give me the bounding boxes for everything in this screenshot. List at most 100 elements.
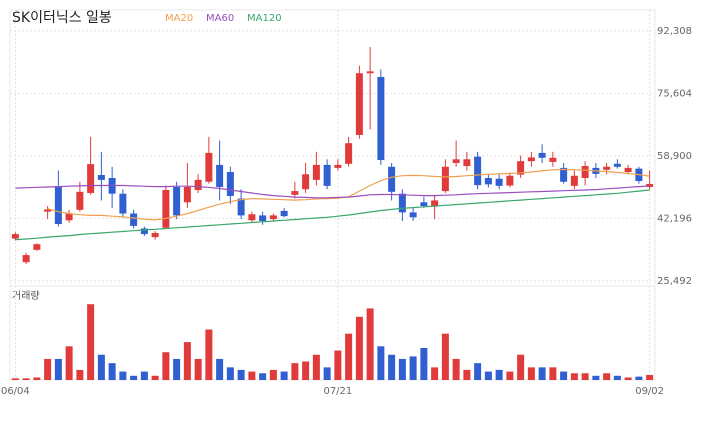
volume-bar bbox=[538, 367, 546, 380]
candle-body bbox=[280, 210, 288, 217]
y-tick-label: 25,492 bbox=[657, 276, 692, 287]
legend-entry: MA120 bbox=[247, 13, 282, 24]
legend-entry: MA20 bbox=[165, 13, 193, 24]
volume-bar bbox=[33, 377, 41, 380]
y-tick-label: 42,196 bbox=[657, 213, 692, 224]
candle-body bbox=[140, 228, 148, 235]
volume-bar bbox=[173, 358, 181, 380]
volume-bar bbox=[463, 369, 471, 380]
legend-entry: MA60 bbox=[206, 13, 234, 24]
volume-bar bbox=[506, 371, 514, 380]
volume-bar bbox=[452, 358, 460, 380]
volume-bar bbox=[194, 358, 202, 380]
volume-bar bbox=[119, 371, 127, 380]
volume-bar bbox=[302, 361, 310, 380]
candle-body bbox=[44, 209, 52, 212]
ma-line bbox=[47, 168, 650, 221]
candle-body bbox=[431, 200, 439, 207]
candle-body bbox=[409, 212, 417, 218]
candle-body bbox=[183, 186, 191, 203]
candle-body bbox=[11, 234, 19, 239]
volume-bar bbox=[527, 367, 535, 380]
candle-body bbox=[624, 167, 632, 173]
candle-body bbox=[33, 244, 41, 250]
candle-body bbox=[613, 163, 621, 167]
candle-body bbox=[22, 255, 30, 263]
volume-bar bbox=[291, 363, 299, 380]
candle-body bbox=[377, 76, 385, 161]
candle-body bbox=[259, 215, 267, 222]
volume-bar bbox=[11, 378, 19, 380]
volume-bar bbox=[183, 342, 191, 380]
volume-bar bbox=[388, 354, 396, 380]
candle-body bbox=[54, 186, 62, 225]
candle-body bbox=[119, 193, 127, 214]
candle-body bbox=[194, 179, 202, 190]
candle-body bbox=[323, 164, 331, 186]
candle-body bbox=[173, 186, 181, 216]
candle-body bbox=[441, 166, 449, 192]
candle-body bbox=[130, 213, 138, 226]
y-tick-label: 58,900 bbox=[657, 151, 692, 162]
candle-body bbox=[366, 71, 374, 74]
candle-body bbox=[151, 232, 159, 238]
ma-line bbox=[15, 184, 650, 199]
volume-bar bbox=[130, 375, 138, 380]
candle-body bbox=[398, 193, 406, 213]
candle-body bbox=[452, 159, 460, 164]
candle-body bbox=[65, 213, 73, 221]
volume-bar bbox=[355, 316, 363, 380]
candle-body bbox=[388, 166, 396, 192]
volume-bar bbox=[226, 367, 234, 380]
candle-body bbox=[560, 167, 568, 182]
y-tick-label: 92,308 bbox=[657, 26, 692, 37]
volume-bar bbox=[581, 373, 589, 380]
volume-bar bbox=[345, 333, 353, 380]
chart-title: SK이터닉스 일봉 bbox=[12, 10, 112, 26]
candle-body bbox=[87, 164, 95, 193]
volume-bar bbox=[237, 369, 245, 380]
volume-bar bbox=[441, 333, 449, 380]
candle-body bbox=[420, 202, 428, 207]
volume-bar bbox=[366, 308, 374, 380]
candle-body bbox=[527, 157, 535, 162]
candle-body bbox=[474, 156, 482, 186]
volume-bar bbox=[76, 369, 84, 380]
candle-body bbox=[355, 73, 363, 135]
volume-bar bbox=[431, 367, 439, 380]
candle-body bbox=[549, 157, 557, 162]
candle-body bbox=[205, 152, 213, 182]
volume-label: 거래량 bbox=[12, 290, 40, 302]
candle-body bbox=[463, 159, 471, 167]
candle-body bbox=[302, 174, 310, 190]
ma-line bbox=[15, 189, 650, 241]
volume-bar bbox=[205, 329, 213, 380]
volume-bar bbox=[248, 371, 256, 380]
volume-bar bbox=[97, 354, 105, 380]
volume-bar bbox=[613, 375, 621, 380]
volume-bar bbox=[495, 369, 503, 380]
candle-body bbox=[248, 214, 256, 221]
candle-body bbox=[237, 198, 245, 216]
candle-body bbox=[269, 215, 277, 220]
x-tick-label: 09/02 bbox=[635, 386, 664, 397]
volume-bar bbox=[624, 377, 632, 380]
volume-bar bbox=[334, 350, 342, 380]
volume-bar bbox=[409, 356, 417, 380]
volume-bar bbox=[323, 367, 331, 380]
volume-bar bbox=[398, 358, 406, 380]
candle-body bbox=[345, 143, 353, 164]
x-tick-label: 07/21 bbox=[323, 386, 352, 397]
volume-bar bbox=[377, 346, 385, 380]
volume-bar bbox=[65, 346, 73, 380]
volume-bar bbox=[151, 375, 159, 380]
volume-bar bbox=[420, 348, 428, 380]
volume-bar bbox=[22, 378, 30, 380]
candle-body bbox=[570, 175, 578, 186]
candle-body bbox=[517, 161, 525, 175]
volume-bar bbox=[517, 354, 525, 380]
volume-bar bbox=[140, 371, 148, 380]
volume-bar bbox=[108, 363, 116, 380]
candle-body bbox=[162, 189, 170, 228]
